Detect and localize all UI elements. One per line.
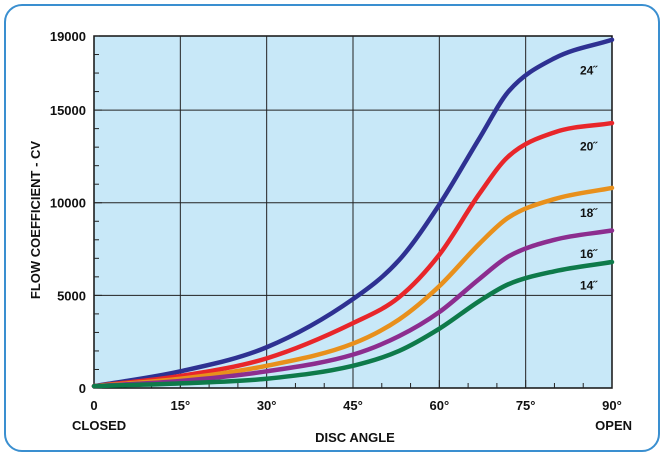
series-labels: 24˝ 20˝ 18˝ 16˝ 14˝	[580, 64, 598, 293]
series-line-14-inch	[91, 259, 615, 389]
x-tick-label: 30°	[257, 398, 277, 413]
x-axis-closed-label: CLOSED	[72, 418, 126, 433]
y-tick-label: 10000	[50, 196, 86, 211]
series-lines	[91, 37, 615, 389]
series-label-24-inch: 24˝	[580, 64, 598, 78]
x-axis-title: DISC ANGLE	[315, 430, 395, 445]
series-label-16-inch: 16˝	[580, 247, 598, 261]
x-tick-label: 75°	[516, 398, 536, 413]
series-label-14-inch: 14˝	[580, 278, 598, 292]
series-label-20-inch: 20˝	[580, 139, 598, 153]
y-tick-label: 5000	[57, 288, 86, 303]
y-tick-label: 0	[79, 381, 86, 396]
series-line-24-inch	[91, 37, 615, 389]
series-line-18-inch	[91, 185, 615, 389]
x-axis-ticks: 0 15° 30° 45° 60° 75° 90°	[90, 398, 621, 413]
y-tick-label: 19000	[50, 29, 86, 44]
y-axis-ticks: 0 5000 10000 15000 19000	[50, 29, 86, 396]
x-tick-label: 15°	[170, 398, 190, 413]
x-tick-label: 90°	[602, 398, 622, 413]
x-tick-label: 45°	[343, 398, 363, 413]
x-tick-label: 0	[90, 398, 97, 413]
series-line-16-inch	[91, 228, 615, 389]
y-axis-title: FLOW COEFFICIENT - CV	[28, 141, 43, 299]
series-line-20-inch	[91, 120, 615, 389]
y-tick-label: 15000	[50, 103, 86, 118]
series-label-18-inch: 18˝	[580, 206, 598, 220]
x-axis-open-label: OPEN	[595, 418, 632, 433]
x-tick-label: 60°	[429, 398, 449, 413]
